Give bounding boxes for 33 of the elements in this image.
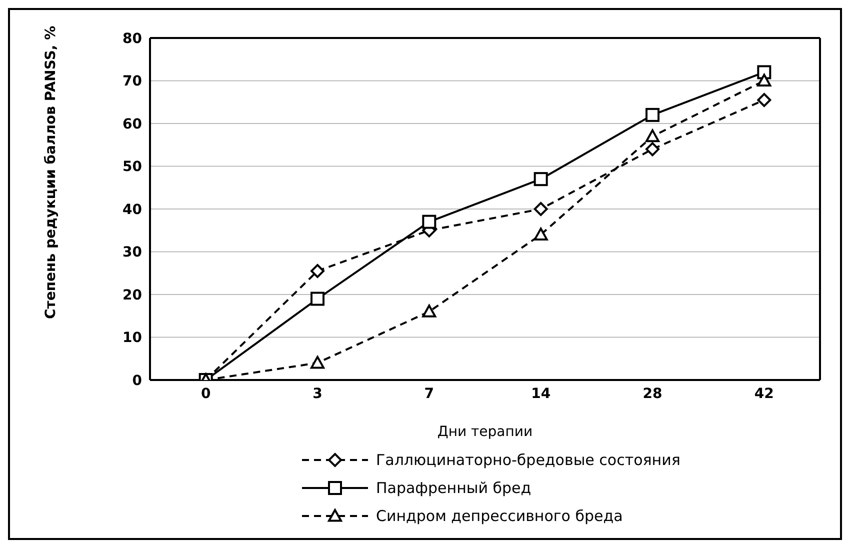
y-tick-label: 20	[122, 287, 142, 304]
y-tick-label: 40	[122, 202, 142, 218]
y-tick-label: 70	[122, 74, 142, 90]
legend-label: Галлюцинаторно-бредовые состояния	[376, 451, 680, 469]
y-tick-label: 80	[122, 30, 142, 47]
legend-label: Синдром депрессивного бреда	[376, 507, 623, 525]
y-tick-label: 50	[122, 159, 142, 176]
x-tick-label: 7	[424, 386, 434, 402]
y-axis-title: Степень редукции баллов PANSS, %	[42, 26, 59, 319]
x-tick-label: 42	[754, 386, 774, 402]
point	[422, 214, 436, 229]
x-axis-title: Дни терапии	[437, 424, 533, 440]
point	[310, 292, 324, 306]
point	[757, 74, 772, 87]
y-tick-label: 10	[122, 330, 142, 346]
point	[422, 304, 436, 318]
y-tick-label: 0	[132, 372, 142, 389]
x-tick-label: 28	[642, 386, 662, 402]
point	[534, 228, 548, 240]
point	[757, 92, 772, 107]
point	[310, 356, 324, 369]
legend-label: Парафренный бред	[376, 479, 532, 497]
y-tick-label: 60	[122, 116, 142, 132]
point	[534, 172, 548, 186]
x-tick-label: 14	[531, 386, 551, 402]
point	[646, 142, 660, 156]
point	[646, 129, 660, 142]
point	[534, 202, 548, 216]
point	[646, 108, 660, 122]
y-tick-label: 30	[122, 244, 142, 261]
point	[310, 264, 324, 278]
x-tick-label: 0	[200, 386, 211, 402]
x-tick-label: 3	[312, 386, 322, 402]
